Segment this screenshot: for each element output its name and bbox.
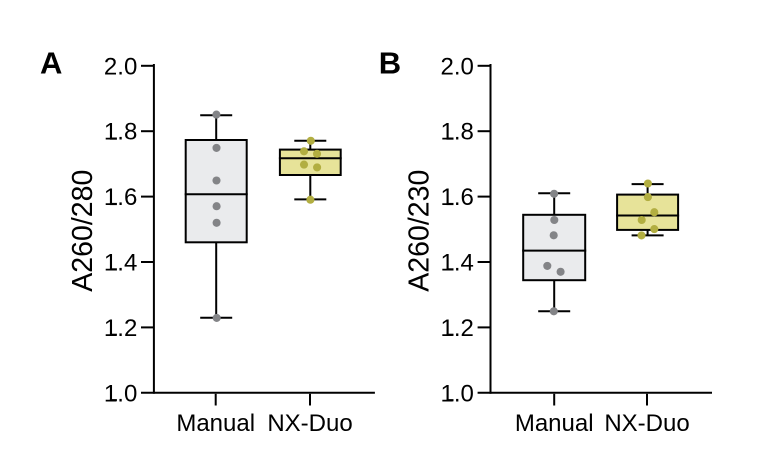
svg-text:1.6: 1.6 <box>441 184 474 211</box>
svg-text:A260/230: A260/230 <box>404 170 436 292</box>
svg-text:NX-Duo: NX-Duo <box>267 410 352 437</box>
svg-text:B: B <box>379 45 401 80</box>
svg-text:NX-Duo: NX-Duo <box>604 410 689 437</box>
svg-text:A260/280: A260/280 <box>67 170 99 292</box>
svg-text:2.0: 2.0 <box>104 53 137 80</box>
svg-text:1.4: 1.4 <box>441 250 474 277</box>
svg-text:1.0: 1.0 <box>441 380 474 407</box>
svg-text:A: A <box>40 45 62 80</box>
svg-text:1.6: 1.6 <box>104 184 137 211</box>
svg-text:Manual: Manual <box>515 410 594 437</box>
svg-text:1.4: 1.4 <box>104 250 137 277</box>
svg-text:2.0: 2.0 <box>441 53 474 80</box>
svg-text:1.8: 1.8 <box>441 119 474 146</box>
svg-text:1.2: 1.2 <box>441 315 474 342</box>
svg-text:Manual: Manual <box>176 410 255 437</box>
svg-text:1.8: 1.8 <box>104 119 137 146</box>
svg-text:1.0: 1.0 <box>104 380 137 407</box>
svg-text:1.2: 1.2 <box>104 315 137 342</box>
